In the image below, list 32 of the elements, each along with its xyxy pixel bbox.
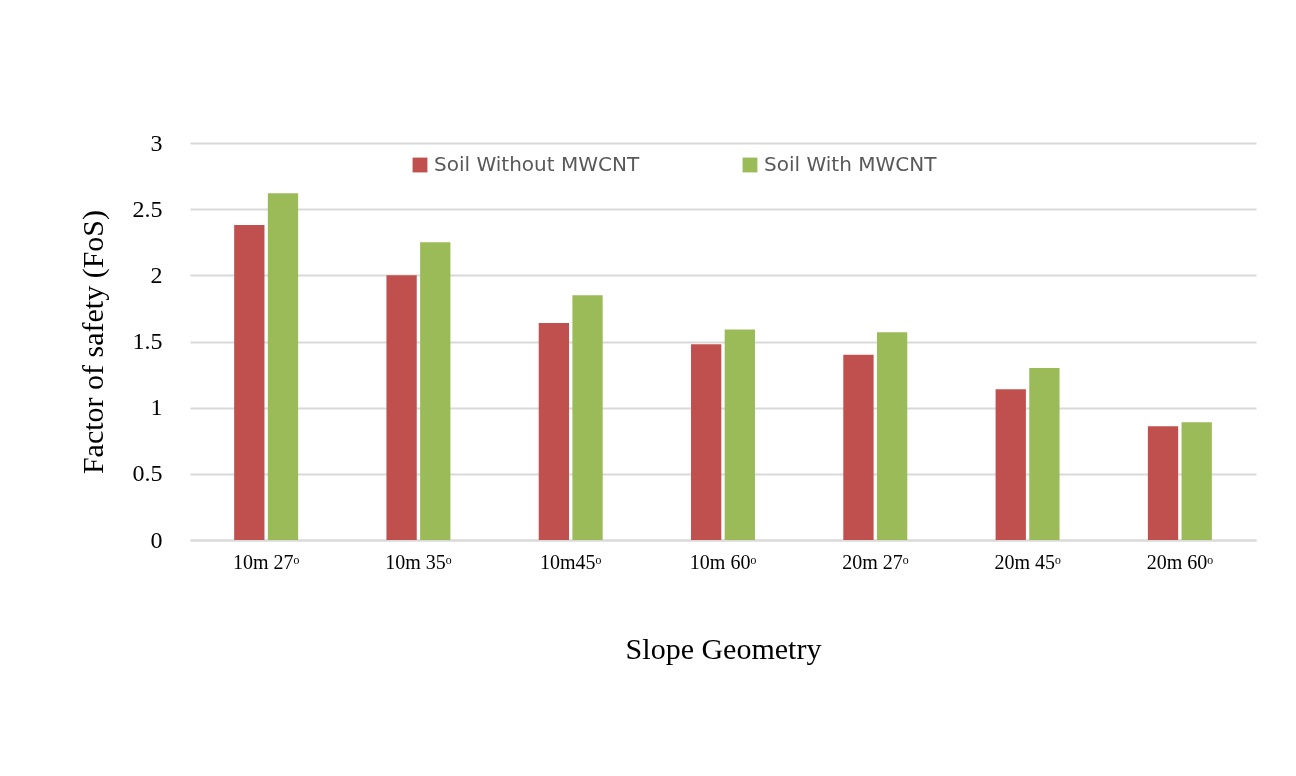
bar	[876, 332, 908, 540]
bar	[420, 242, 451, 540]
bar	[267, 193, 299, 540]
x-tick-label: 20m 45ᵒ	[994, 550, 1061, 573]
x-tick-label: 10m45ᵒ	[540, 550, 602, 573]
x-tick-label: 10m 27ᵒ	[232, 550, 300, 573]
x-tick-label: 20m 60ᵒ	[1146, 550, 1214, 573]
bar	[843, 354, 874, 540]
bar	[1181, 422, 1212, 540]
y-tick-label: 0.5	[132, 460, 163, 487]
x-tick-label: 10m 35ᵒ	[385, 550, 452, 573]
y-tick-label: 2.5	[132, 195, 163, 222]
bar	[234, 225, 265, 540]
x-axis-title: Slope Geometry	[625, 631, 822, 665]
bar	[538, 322, 570, 540]
x-tick-label: 10m 60ᵒ	[689, 550, 757, 573]
bar	[995, 389, 1026, 540]
legend-label: Soil With MWCNT	[764, 152, 938, 176]
y-axis-title: Factor of safety (FoS)	[75, 209, 110, 475]
bar	[724, 329, 755, 540]
legend-label: Soil Without MWCNT	[434, 152, 640, 176]
bar	[386, 275, 417, 540]
y-tick-label: 1	[150, 394, 163, 421]
bar	[691, 344, 722, 540]
x-tick-label: 20m 27ᵒ	[842, 550, 909, 573]
y-tick-label: 1.5	[132, 328, 163, 354]
bar	[572, 295, 603, 540]
bar	[1147, 426, 1179, 540]
y-tick-label: 2	[150, 261, 163, 288]
bar	[1029, 367, 1060, 540]
y-tick-label: 3	[150, 129, 163, 156]
y-tick-label: 0	[150, 526, 163, 553]
